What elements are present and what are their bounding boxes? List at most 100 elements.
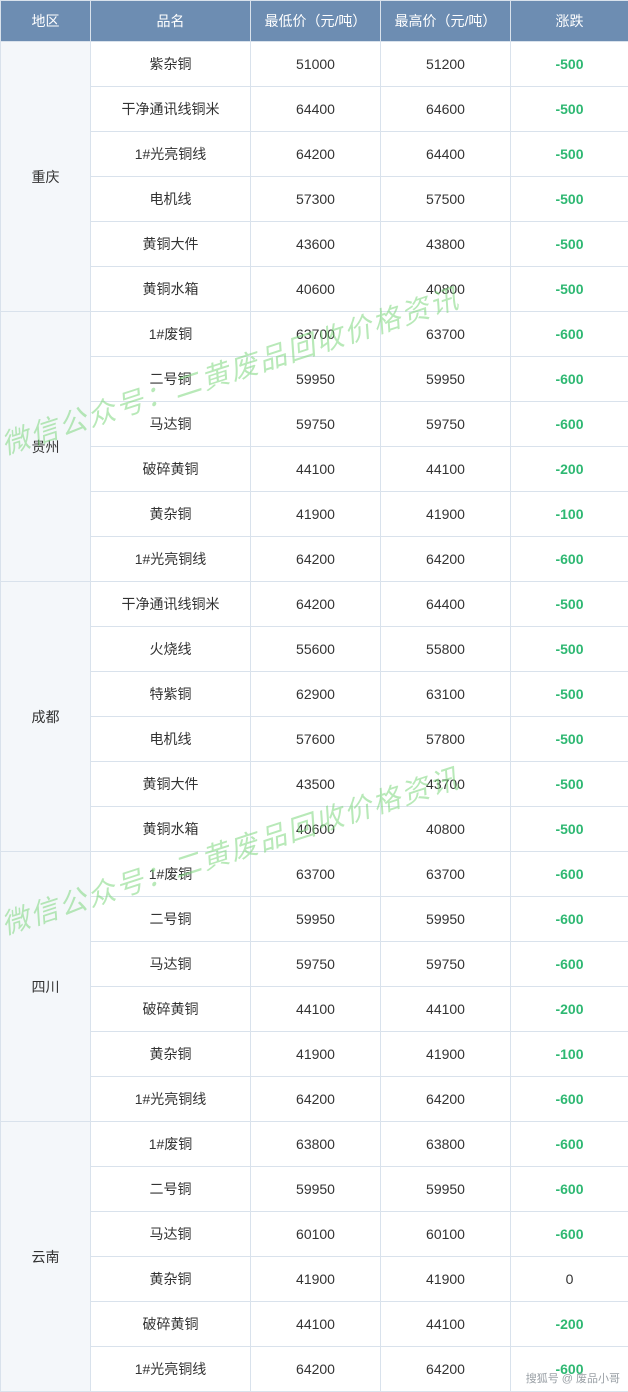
product-name: 1#废铜 [91,312,251,357]
product-name: 破碎黄铜 [91,447,251,492]
high-price: 60100 [381,1212,511,1257]
low-price: 59750 [251,402,381,447]
low-price: 43600 [251,222,381,267]
high-price: 63700 [381,852,511,897]
low-price: 60100 [251,1212,381,1257]
high-price: 59950 [381,1167,511,1212]
low-price: 57300 [251,177,381,222]
price-change: -600 [511,1122,628,1167]
header-row: 地区 品名 最低价（元/吨） 最高价（元/吨） 涨跌 [1,1,628,42]
high-price: 63100 [381,672,511,717]
price-change: -600 [511,1212,628,1257]
price-change: -600 [511,1167,628,1212]
high-price: 59950 [381,357,511,402]
table-row: 黄铜大件4360043800-500 [1,222,628,267]
high-price: 59950 [381,897,511,942]
price-change: -200 [511,1302,628,1347]
product-name: 马达铜 [91,1212,251,1257]
product-name: 电机线 [91,177,251,222]
high-price: 43700 [381,762,511,807]
product-name: 1#光亮铜线 [91,1347,251,1392]
low-price: 64200 [251,1077,381,1122]
price-change: -600 [511,942,628,987]
price-change: -500 [511,177,628,222]
table-row: 黄铜水箱4060040800-500 [1,267,628,312]
product-name: 破碎黄铜 [91,1302,251,1347]
high-price: 64200 [381,1077,511,1122]
high-price: 57800 [381,717,511,762]
high-price: 40800 [381,267,511,312]
low-price: 59950 [251,357,381,402]
high-price: 59750 [381,402,511,447]
product-name: 黄铜水箱 [91,267,251,312]
high-price: 44100 [381,987,511,1032]
high-price: 43800 [381,222,511,267]
product-name: 黄杂铜 [91,1032,251,1077]
low-price: 64400 [251,87,381,132]
low-price: 64200 [251,582,381,627]
region-cell: 重庆 [1,42,91,312]
table-row: 二号铜5995059950-600 [1,897,628,942]
low-price: 59750 [251,942,381,987]
low-price: 41900 [251,1257,381,1302]
product-name: 1#光亮铜线 [91,1077,251,1122]
product-name: 特紫铜 [91,672,251,717]
table-row: 云南1#废铜6380063800-600 [1,1122,628,1167]
low-price: 41900 [251,492,381,537]
table-row: 黄铜大件4350043700-500 [1,762,628,807]
low-price: 55600 [251,627,381,672]
low-price: 63800 [251,1122,381,1167]
product-name: 干净通讯线铜米 [91,87,251,132]
table-row: 马达铜6010060100-600 [1,1212,628,1257]
price-change: -500 [511,267,628,312]
high-price: 41900 [381,1032,511,1077]
price-change: -600 [511,357,628,402]
low-price: 59950 [251,1167,381,1212]
table-row: 黄杂铜4190041900-100 [1,492,628,537]
product-name: 马达铜 [91,942,251,987]
high-price: 64400 [381,132,511,177]
high-price: 40800 [381,807,511,852]
table-row: 重庆紫杂铜5100051200-500 [1,42,628,87]
price-change: -500 [511,717,628,762]
table-row: 贵州1#废铜6370063700-600 [1,312,628,357]
price-change: -600 [511,1077,628,1122]
low-price: 44100 [251,447,381,492]
high-price: 63700 [381,312,511,357]
high-price: 64200 [381,537,511,582]
product-name: 电机线 [91,717,251,762]
high-price: 63800 [381,1122,511,1167]
col-high: 最高价（元/吨） [381,1,511,42]
high-price: 64400 [381,582,511,627]
price-change: -500 [511,807,628,852]
high-price: 64600 [381,87,511,132]
table-row: 四川1#废铜6370063700-600 [1,852,628,897]
product-name: 破碎黄铜 [91,987,251,1032]
col-low: 最低价（元/吨） [251,1,381,42]
table-row: 特紫铜6290063100-500 [1,672,628,717]
price-change: -600 [511,402,628,447]
col-change: 涨跌 [511,1,628,42]
low-price: 57600 [251,717,381,762]
product-name: 黄铜大件 [91,762,251,807]
region-cell: 贵州 [1,312,91,582]
high-price: 51200 [381,42,511,87]
low-price: 59950 [251,897,381,942]
table-row: 黄杂铜41900419000 [1,1257,628,1302]
product-name: 黄铜大件 [91,222,251,267]
price-change: -500 [511,627,628,672]
table-row: 破碎黄铜4410044100-200 [1,987,628,1032]
table-row: 电机线5730057500-500 [1,177,628,222]
product-name: 1#光亮铜线 [91,132,251,177]
low-price: 63700 [251,852,381,897]
price-change: -600 [511,897,628,942]
product-name: 马达铜 [91,402,251,447]
low-price: 64200 [251,537,381,582]
product-name: 黄杂铜 [91,1257,251,1302]
high-price: 41900 [381,1257,511,1302]
col-name: 品名 [91,1,251,42]
table-row: 1#光亮铜线6420064400-500 [1,132,628,177]
table-row: 干净通讯线铜米6440064600-500 [1,87,628,132]
low-price: 63700 [251,312,381,357]
high-price: 64200 [381,1347,511,1392]
